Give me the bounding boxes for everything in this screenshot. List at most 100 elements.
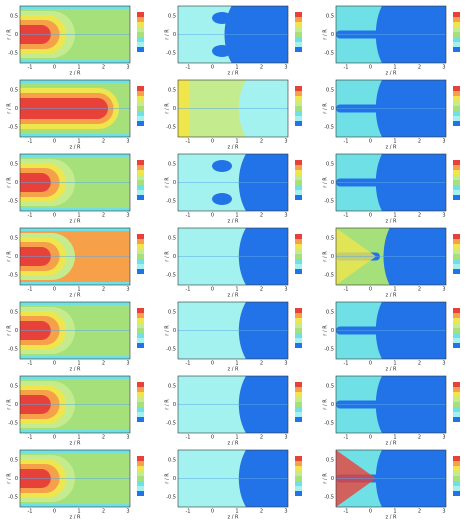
colorbar-swatch <box>295 37 302 42</box>
x-tick-label: 1 <box>393 287 396 293</box>
region <box>212 45 232 57</box>
y-tick-label: 0 <box>331 328 334 334</box>
x-tick-label: -1 <box>28 213 33 219</box>
plot-frame <box>177 79 289 138</box>
colorbar-swatch <box>137 17 144 22</box>
y-tick-label: 0.5 <box>168 310 176 316</box>
y-tick-label: -0.5 <box>166 495 176 501</box>
colorbar-swatch <box>137 382 144 387</box>
colorbar-swatch <box>453 42 460 47</box>
x-tick-label: 3 <box>126 139 129 145</box>
y-tick-label: 0 <box>15 106 18 112</box>
y-tick-label: 0.5 <box>326 384 334 390</box>
x-tick-label: 2 <box>102 139 105 145</box>
x-tick-label: 3 <box>284 509 287 515</box>
region <box>212 12 232 24</box>
x-tick-label: 2 <box>260 139 263 145</box>
colorbar-swatch <box>453 12 460 17</box>
x-tick-label: 3 <box>126 435 129 441</box>
plot-frame <box>19 375 131 434</box>
colorbar-swatch <box>295 160 302 165</box>
colorbar-swatch <box>453 91 460 96</box>
colorbar-swatch <box>453 387 460 392</box>
x-tick-label: 2 <box>418 65 421 71</box>
region <box>20 208 130 211</box>
colorbar-swatch <box>137 195 144 200</box>
colorbar-swatch <box>295 397 302 402</box>
colorbar-swatch <box>453 195 460 200</box>
y-tick-label: 0 <box>15 476 18 482</box>
x-axis-label: z / R <box>70 71 81 77</box>
colorbar-swatch <box>137 392 144 397</box>
x-tick-label: 3 <box>284 213 287 219</box>
y-tick-label: 0.5 <box>326 14 334 20</box>
x-tick-label: 3 <box>442 213 445 219</box>
y-tick-label: -0.5 <box>166 125 176 131</box>
colorbar-swatch <box>137 106 144 111</box>
x-tick-label: -1 <box>344 65 349 71</box>
colorbar-swatch <box>137 22 144 27</box>
colorbar-swatch <box>295 323 302 328</box>
y-tick-label: 0.5 <box>10 88 18 94</box>
y-tick-label: 0.5 <box>168 384 176 390</box>
region <box>20 80 130 83</box>
contour-plot <box>336 376 446 433</box>
colorbar-swatch <box>137 96 144 101</box>
colorbar-swatch <box>137 91 144 96</box>
colorbar-swatch <box>453 308 460 313</box>
colorbar-swatch <box>295 190 302 195</box>
colorbar-swatch <box>137 121 144 126</box>
colorbar-swatch <box>453 249 460 254</box>
x-tick-label: 3 <box>442 509 445 515</box>
y-tick-label: -0.5 <box>8 51 18 57</box>
colorbar-swatch <box>137 402 144 407</box>
colorbar-swatch <box>137 338 144 343</box>
colorbar-swatch <box>295 402 302 407</box>
contour-plot <box>178 450 288 507</box>
colorbar-swatch <box>453 466 460 471</box>
colorbar-swatch <box>137 387 144 392</box>
colorbar-swatch <box>295 382 302 387</box>
y-tick-label: -0.5 <box>324 273 334 279</box>
contour-plot <box>336 302 446 359</box>
colorbar-swatch <box>453 111 460 116</box>
x-tick-label: 2 <box>260 435 263 441</box>
y-tick-label: -0.5 <box>8 199 18 205</box>
colorbar-swatch <box>453 412 460 417</box>
colorbar-swatch <box>295 116 302 121</box>
x-tick-label: -1 <box>186 509 191 515</box>
x-axis-label: z / R <box>228 367 239 373</box>
x-tick-label: 1 <box>77 361 80 367</box>
colorbar-swatch <box>453 333 460 338</box>
y-tick-label: 0 <box>173 402 176 408</box>
y-tick-label: 0.5 <box>326 88 334 94</box>
colorbar-swatch <box>137 116 144 121</box>
y-tick-label: -0.5 <box>324 421 334 427</box>
x-tick-label: -1 <box>344 287 349 293</box>
colorbar-swatch <box>295 333 302 338</box>
region <box>20 504 130 507</box>
contour-plot <box>178 228 288 285</box>
x-tick-label: 1 <box>393 435 396 441</box>
y-axis-label: r / R <box>165 399 171 410</box>
x-tick-label: 0 <box>369 435 372 441</box>
x-tick-label: 1 <box>235 287 238 293</box>
region <box>20 228 130 231</box>
colorbar-swatch <box>453 37 460 42</box>
x-tick-label: -1 <box>186 287 191 293</box>
plot-frame <box>19 227 131 286</box>
region <box>20 376 130 379</box>
colorbar-swatch <box>453 471 460 476</box>
x-tick-label: -1 <box>344 139 349 145</box>
plot-frame <box>335 375 447 434</box>
y-tick-label: 0 <box>15 180 18 186</box>
y-tick-label: 0 <box>173 32 176 38</box>
y-tick-label: -0.5 <box>324 51 334 57</box>
x-axis-label: z / R <box>70 515 81 521</box>
y-tick-label: 0.5 <box>168 162 176 168</box>
x-tick-label: 2 <box>102 65 105 71</box>
colorbar-swatch <box>295 308 302 313</box>
x-tick-label: 1 <box>235 139 238 145</box>
y-axis-label: r / R <box>165 103 171 114</box>
y-tick-label: 0 <box>173 106 176 112</box>
